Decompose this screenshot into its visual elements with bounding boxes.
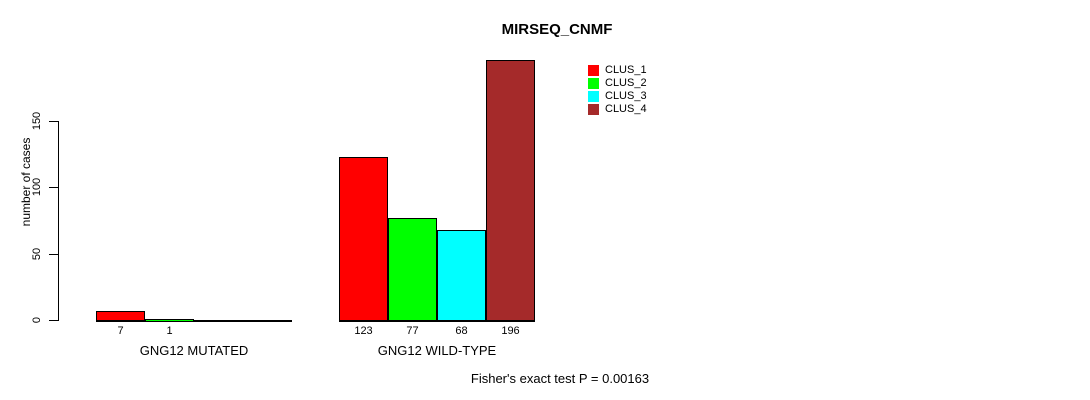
- y-axis-line: [58, 121, 59, 321]
- bar-value-label: 123: [354, 325, 373, 337]
- chart-title: MIRSEQ_CNMF: [501, 21, 613, 38]
- bar-clus_4-wild-type: [486, 60, 535, 320]
- bar-value-label: 77: [406, 325, 419, 337]
- group-baseline: [96, 320, 292, 322]
- y-tick-mark: [49, 121, 58, 123]
- bar-value-label: 1: [166, 325, 173, 337]
- y-tick-label: 100: [31, 178, 43, 197]
- bar-clus_1-mutated: [96, 310, 145, 320]
- y-tick-label: 0: [31, 316, 43, 324]
- legend-item-label: CLUS_1: [605, 64, 647, 76]
- legend-item: CLUS_4: [588, 103, 647, 116]
- bar-value-label: 68: [455, 325, 468, 337]
- x-group-label: GNG12 MUTATED: [139, 343, 249, 358]
- y-tick-mark: [49, 253, 58, 255]
- legend-swatch-icon: [588, 78, 599, 89]
- legend-swatch-icon: [588, 65, 599, 76]
- bar-clus_2-wild-type: [388, 217, 437, 320]
- legend-swatch-icon: [588, 104, 599, 115]
- bar-value-label: 196: [501, 325, 520, 337]
- legend-item-label: CLUS_3: [605, 90, 647, 102]
- group-baseline: [339, 320, 535, 322]
- y-tick-label: 150: [31, 111, 43, 131]
- y-tick-label: 50: [31, 247, 43, 260]
- legend-item: CLUS_1: [588, 64, 647, 77]
- footnote: Fisher's exact test P = 0.00163: [470, 371, 650, 386]
- bar-clus_3-wild-type: [437, 229, 486, 320]
- legend-item-label: CLUS_2: [605, 77, 647, 89]
- y-tick-mark: [49, 320, 58, 321]
- x-group-label: GNG12 WILD-TYPE: [377, 343, 497, 358]
- legend: CLUS_1 CLUS_2 CLUS_3 CLUS_4: [588, 64, 647, 116]
- legend-swatch-icon: [588, 91, 599, 102]
- bar-clus_1-wild-type: [339, 156, 388, 320]
- legend-item-label: CLUS_4: [605, 103, 647, 115]
- legend-item: CLUS_3: [588, 90, 647, 103]
- bar-value-label: 7: [117, 325, 124, 337]
- bar-clus_2-mutated: [145, 318, 194, 321]
- legend-item: CLUS_2: [588, 77, 647, 90]
- y-tick-mark: [49, 187, 58, 189]
